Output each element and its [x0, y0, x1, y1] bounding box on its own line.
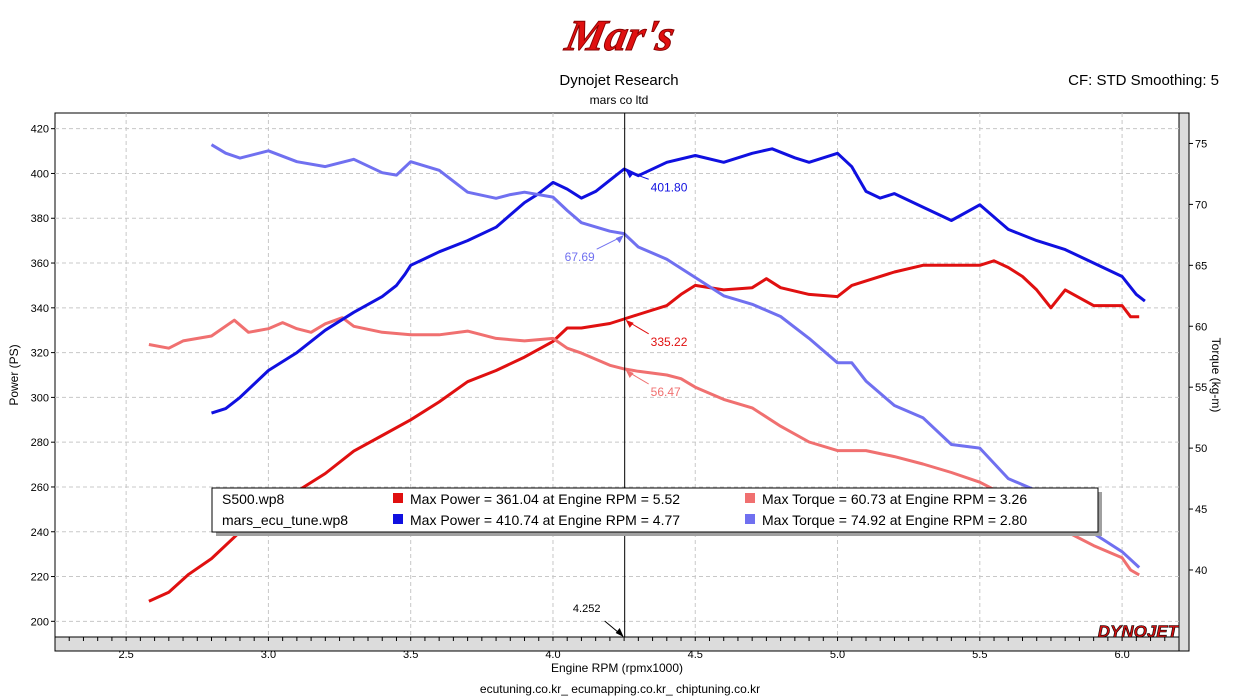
cursor-readout-mars-torque: 67.69 — [565, 250, 595, 264]
y-tick-label: 200 — [31, 616, 49, 628]
y2-tick-label: 70 — [1195, 199, 1207, 211]
y-tick-label: 360 — [31, 258, 49, 270]
cursor[interactable]: 4.252 401.80 67.69 335.22 56.47 — [565, 113, 688, 637]
y2-tick-label: 50 — [1195, 443, 1207, 455]
x-tick-label: 3.0 — [261, 649, 276, 661]
right-axis-band — [1178, 112, 1190, 652]
s500-power-line — [148, 259, 1140, 603]
legend-swatch-s500-power — [393, 493, 403, 503]
x-axis-label: Engine RPM (rpmx1000) — [551, 661, 683, 675]
legend: S500.wp8 Max Power = 361.04 at Engine RP… — [211, 487, 1102, 536]
y-tick-label: 380 — [31, 213, 49, 225]
y-tick-label: 420 — [31, 124, 49, 136]
footer-text: ecutuning.co.kr_ ecumapping.co.kr_ chipt… — [480, 682, 760, 696]
cursor-readout-mars-power: 401.80 — [651, 180, 688, 194]
x-tick-label: 5.5 — [972, 649, 987, 661]
x-tick-label: 2.5 — [118, 649, 133, 661]
mars-torque-line — [210, 143, 1141, 569]
cursor-x-arrowhead — [615, 628, 624, 637]
cursor-readout-s500-torque: 56.47 — [651, 385, 681, 399]
legend-s500-power: Max Power = 361.04 at Engine RPM = 5.52 — [410, 491, 680, 507]
dynojet-logo-text: DYNOJET — [1098, 622, 1180, 641]
left-axis: 200 220 240 260 280 300 320 340 360 380 400 420 — [31, 124, 55, 628]
y2-tick-label: 45 — [1195, 504, 1207, 516]
y-tick-label: 320 — [31, 348, 49, 360]
legend-swatch-mars-torque — [745, 514, 755, 524]
cf-smoothing-info: CF: STD Smoothing: 5 — [1068, 72, 1219, 89]
cursor-readout-arrowhead — [625, 319, 634, 328]
y-tick-label: 240 — [31, 527, 49, 539]
x-tick-label: 5.0 — [830, 649, 845, 661]
y-tick-label: 340 — [31, 303, 49, 315]
x-axis: 2.5 3.0 3.5 4.0 4.5 5.0 5.5 6.0 — [68, 637, 1166, 661]
legend-box — [211, 487, 1099, 533]
y2-tick-label: 60 — [1195, 321, 1207, 333]
cursor-readout-arrowhead — [615, 235, 624, 244]
chart-title: Dynojet Research — [559, 72, 678, 89]
plot-area — [54, 112, 1180, 638]
y-tick-label: 400 — [31, 168, 49, 180]
legend-file-s500: S500.wp8 — [222, 491, 284, 507]
cursor-readout-s500-power: 335.22 — [651, 335, 688, 349]
y2-tick-label: 55 — [1195, 382, 1207, 394]
y-tick-label: 260 — [31, 482, 49, 494]
x-tick-label: 6.0 — [1114, 649, 1129, 661]
y2-tick-label: 65 — [1195, 260, 1207, 272]
y2-tick-label: 75 — [1195, 138, 1207, 150]
x-tick-label: 3.5 — [403, 649, 418, 661]
x-tick-label: 4.5 — [688, 649, 703, 661]
legend-file-mars: mars_ecu_tune.wp8 — [222, 512, 348, 528]
y2-tick-label: 40 — [1195, 565, 1207, 577]
y-tick-label: 300 — [31, 392, 49, 404]
right-axis: 40 45 50 55 60 65 70 75 — [1189, 138, 1207, 577]
mars-logo: Mar's — [560, 10, 680, 60]
cursor-x-label: 4.252 — [573, 603, 601, 615]
x-tick-label: 4.0 — [545, 649, 560, 661]
logo-text: Mar's — [560, 10, 679, 59]
y-axis-label: Power (PS) — [7, 344, 21, 405]
legend-s500-torque: Max Torque = 60.73 at Engine RPM = 3.26 — [762, 491, 1027, 507]
s500-torque-line — [148, 316, 1140, 577]
dynojet-logo: DYNOJET — [1097, 622, 1180, 642]
cursor-readout-arrowhead — [625, 170, 634, 179]
chart-subtitle: mars co ltd — [590, 93, 649, 107]
x-axis-band — [54, 636, 1180, 652]
y2-axis-label: Torque (kg-m) — [1209, 338, 1223, 413]
y-tick-label: 280 — [31, 437, 49, 449]
legend-mars-power: Max Power = 410.74 at Engine RPM = 4.77 — [410, 512, 680, 528]
y-tick-label: 220 — [31, 572, 49, 584]
legend-mars-torque: Max Torque = 74.92 at Engine RPM = 2.80 — [762, 512, 1027, 528]
cursor-readout-arrowhead — [625, 370, 634, 379]
legend-swatch-s500-torque — [745, 493, 755, 503]
legend-swatch-mars-power — [393, 514, 403, 524]
